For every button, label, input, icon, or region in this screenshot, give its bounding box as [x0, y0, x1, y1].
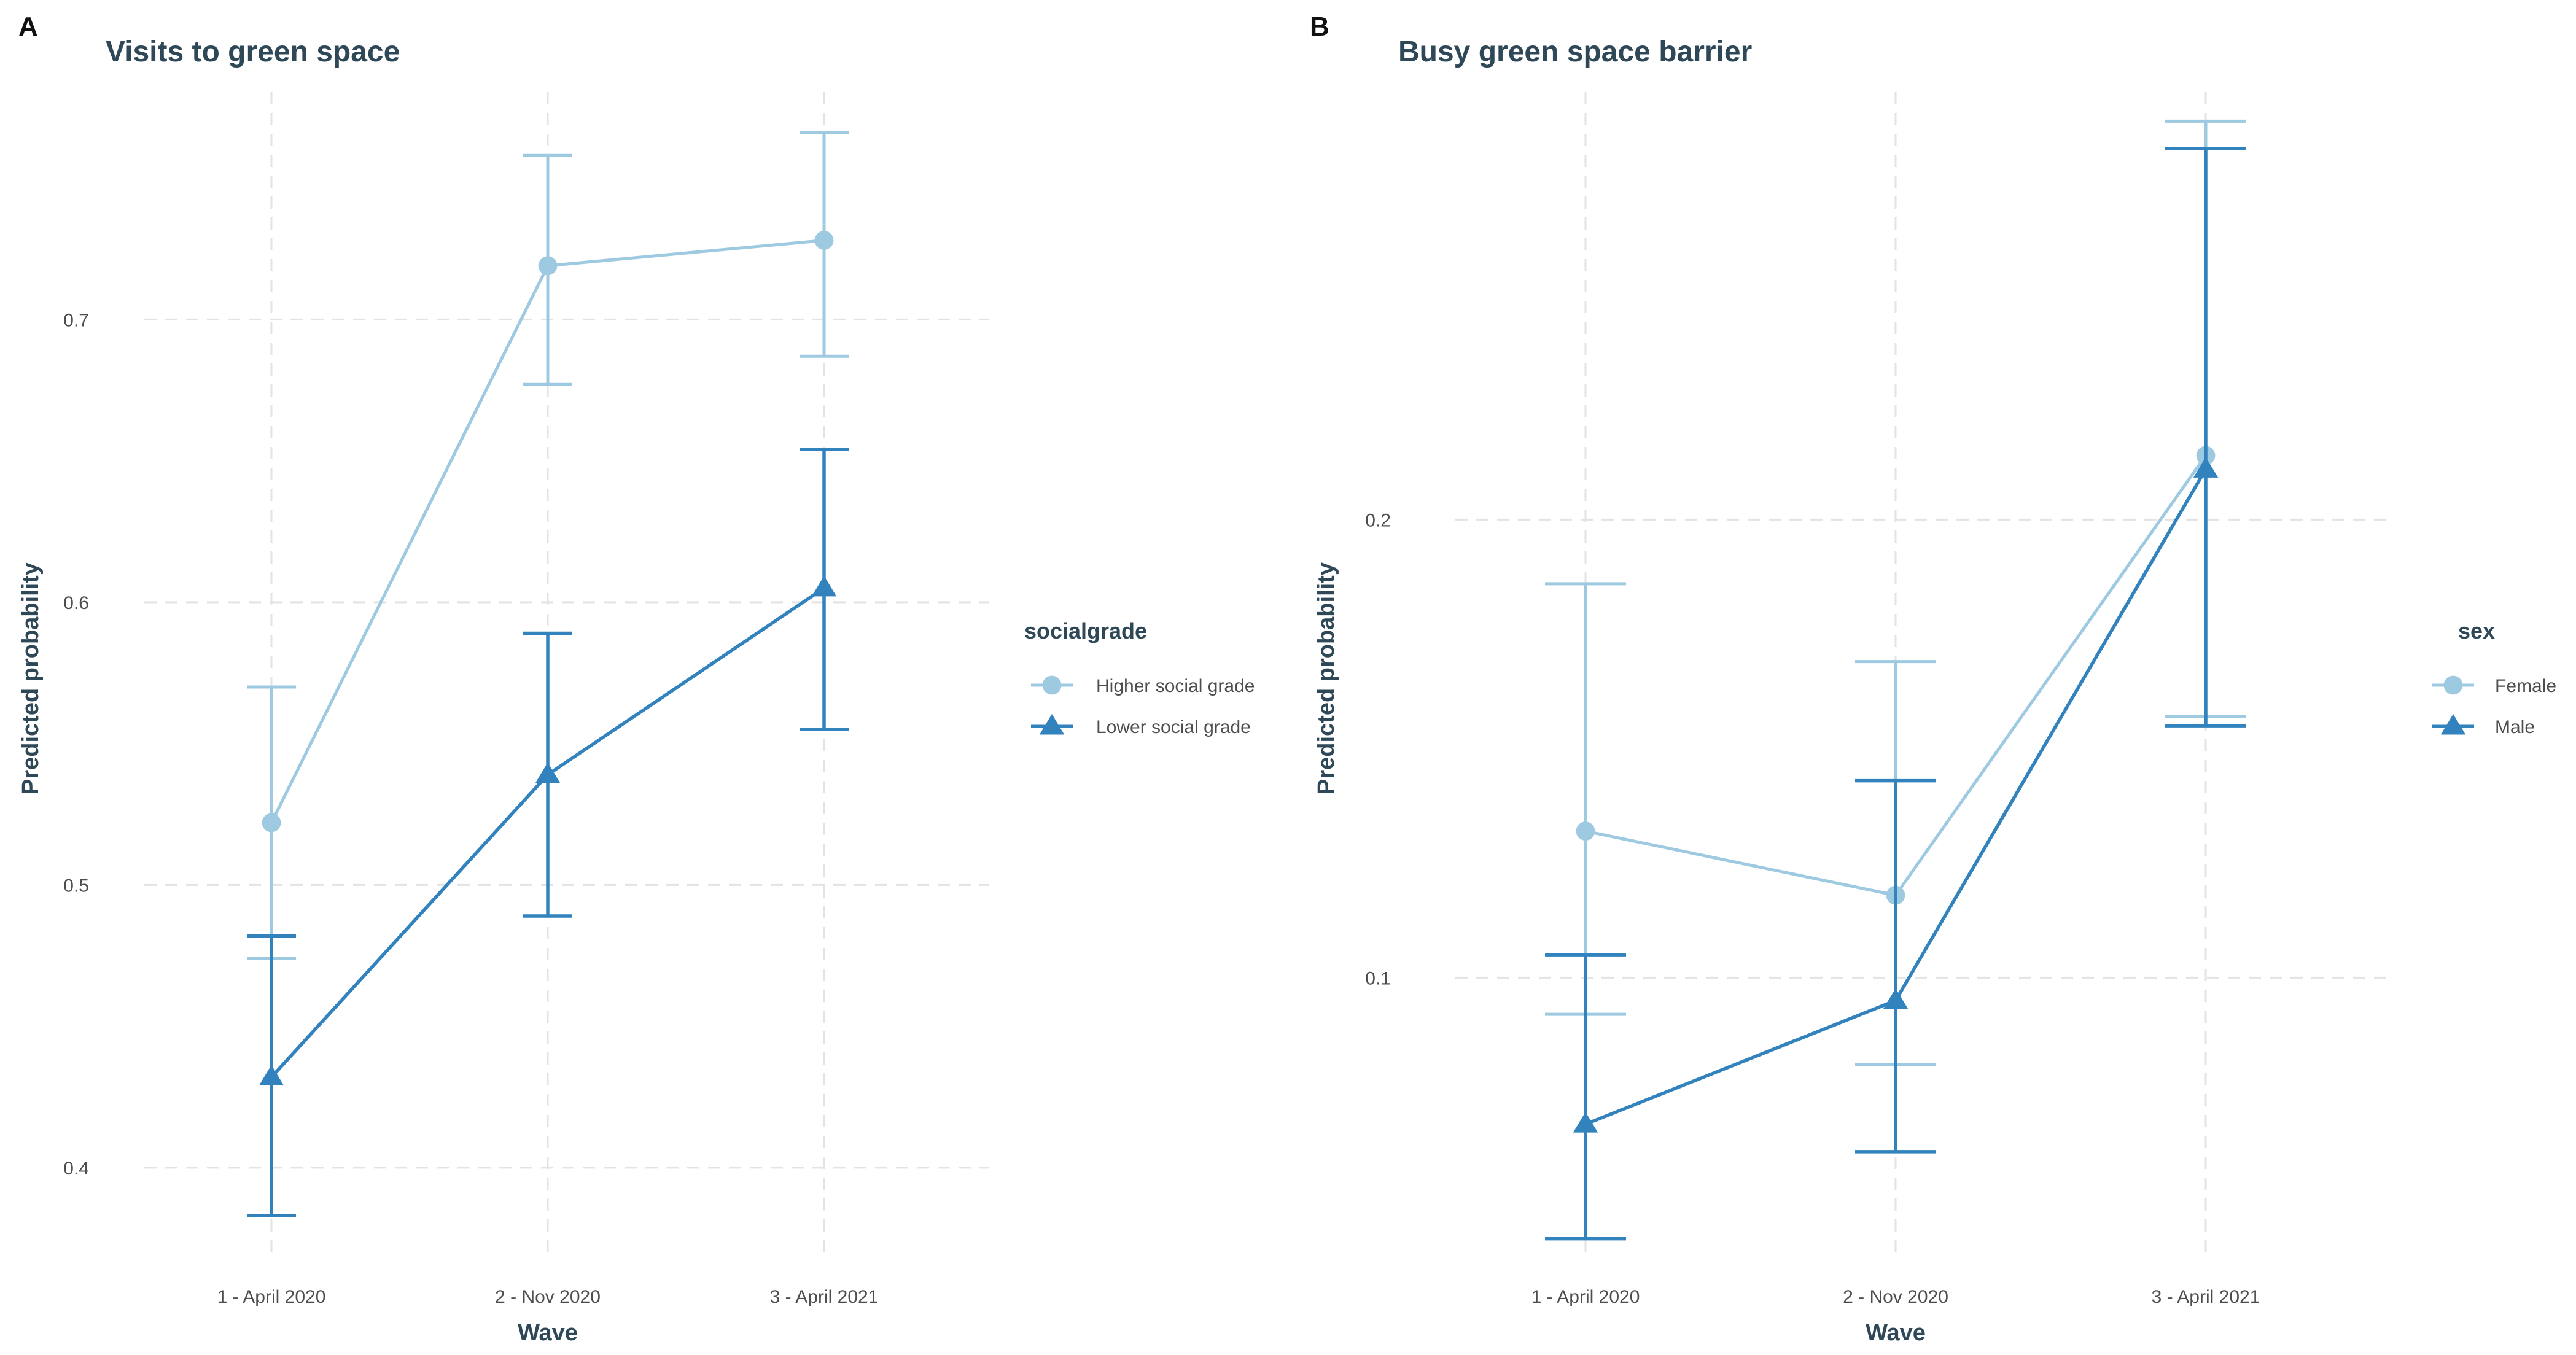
panel-b-series-dark [1545, 147, 2246, 1241]
panel-b-letter: B [1310, 12, 1329, 42]
panel-a-x-tick-label: 1 - April 2020 [217, 1287, 326, 1307]
panel-b-grid [1455, 92, 2395, 1252]
panel-b-legend-key-marker [2443, 675, 2463, 695]
panel-b-x-tick-label: 1 - April 2020 [1531, 1287, 1640, 1307]
panel-b: B Busy green space barrier 0.1 0.2 1 - April… [1310, 12, 2556, 1346]
panel-a-legend-item: Lower social grade [1031, 714, 1251, 737]
panel-b-legend-item: Female [2432, 675, 2556, 696]
panel-a-legend-title: socialgrade [1024, 618, 1147, 643]
panel-a-x-axis-title: Wave [518, 1320, 578, 1346]
panel-b-x-tick-label: 3 - April 2021 [2152, 1287, 2260, 1307]
panel-a-y-axis-title: Predicted probability [18, 562, 44, 794]
panel-a-data-point [259, 1065, 284, 1086]
panel-b-legend-item: Male [2432, 714, 2535, 737]
panel-b-error-bar [2165, 147, 2246, 728]
panel-b-data-point [1573, 1112, 1598, 1133]
panel-a-x-tick-label: 2 - Nov 2020 [495, 1287, 601, 1307]
panel-a-series-light [247, 131, 849, 960]
panel-a-x-tick-label: 3 - April 2021 [770, 1287, 879, 1307]
panel-b-y-axis-title: Predicted probability [1313, 562, 1339, 794]
panel-a-letter: A [18, 12, 38, 42]
panel-b-data-point [1576, 821, 1595, 841]
panel-a-legend-label: Lower social grade [1096, 717, 1251, 737]
panel-a-y-tick-label: 0.4 [63, 1159, 89, 1179]
panel-a-y-tick-label: 0.7 [63, 310, 89, 330]
panel-b-x-axis-title: Wave [1866, 1320, 1926, 1346]
panel-b-error-bar [1545, 953, 1626, 1241]
panel-a-data-point [535, 762, 561, 783]
panel-a-legend-key-marker [1042, 675, 1062, 695]
panel-a-legend-label: Higher social grade [1096, 676, 1255, 696]
panel-a-y-tick-label: 0.6 [63, 593, 89, 613]
panel-b-legend-label: Female [2495, 676, 2556, 696]
panel-b-y-tick-label: 0.2 [1365, 510, 1391, 530]
panel-b-legend-key-marker [2440, 714, 2466, 735]
panel-a-legend-key-marker [1039, 714, 1065, 735]
panel-b-legend-label: Male [2495, 717, 2535, 737]
panel-b-legend: sex Female Male [2432, 618, 2556, 737]
panel-a: A Visits to green space 0.4 0.5 0.6 0.7 1 - Ap… [18, 12, 1255, 1346]
panel-a-data-point [262, 813, 281, 833]
panel-a-data-point [814, 231, 834, 250]
panel-a-data-point [538, 256, 558, 276]
panel-a-title: Visits to green space [106, 36, 400, 68]
panel-b-error-bar [1855, 778, 1936, 1154]
panel-a-legend: socialgrade Higher social grade Lower soci… [1024, 618, 1255, 737]
panel-b-legend-title: sex [2458, 618, 2495, 643]
panel-a-series-dark [247, 448, 849, 1217]
panel-b-data-point [1883, 988, 1909, 1009]
panel-a-legend-item: Higher social grade [1031, 675, 1255, 696]
panel-b-x-tick-label: 2 - Nov 2020 [1843, 1287, 1948, 1307]
panel-b-title: Busy green space barrier [1398, 36, 1752, 68]
panel-b-y-tick-label: 0.1 [1365, 968, 1391, 988]
panel-b-data-point [2193, 457, 2219, 478]
panel-b-error-bar [1545, 582, 1626, 1016]
panel-a-data-point [811, 575, 837, 597]
panel-a-y-tick-label: 0.5 [63, 876, 89, 896]
